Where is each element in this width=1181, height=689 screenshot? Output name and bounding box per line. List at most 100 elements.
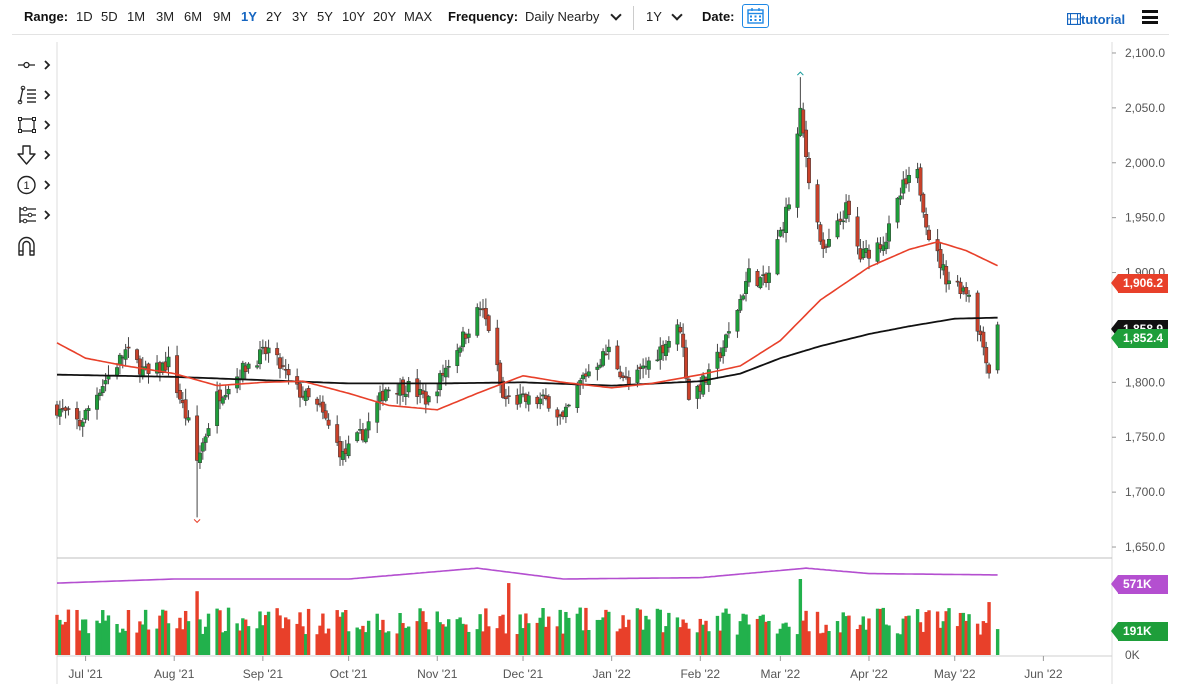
candle-body <box>784 206 789 233</box>
range-button-1y[interactable]: 1Y <box>241 9 257 24</box>
volume-bar <box>215 608 219 655</box>
candle-body <box>198 452 202 463</box>
volume-bar <box>481 631 485 655</box>
candle-body <box>298 383 302 398</box>
candle-body <box>363 429 368 443</box>
candle-body <box>921 193 926 213</box>
candle-body <box>738 299 743 311</box>
volume-bar <box>644 615 648 655</box>
range-button-1m[interactable]: 1M <box>127 9 146 24</box>
volume-bar <box>935 611 940 655</box>
candle-body <box>475 307 480 336</box>
candle-body <box>183 399 188 419</box>
volume-bar <box>146 629 151 655</box>
range-button-5d[interactable]: 5D <box>101 9 118 24</box>
number-marker-button[interactable]: 1 <box>16 174 56 196</box>
candle-body <box>984 347 989 364</box>
volume-bar <box>258 611 262 655</box>
hamburger-menu-icon[interactable] <box>1142 10 1158 24</box>
candle-body <box>804 129 809 157</box>
volume-average-line <box>56 567 998 584</box>
volume-bar <box>695 632 700 655</box>
volume-bar <box>438 622 442 655</box>
range-button-9m[interactable]: 9M <box>213 9 232 24</box>
candle-body <box>898 195 903 200</box>
volume-bar <box>907 615 911 655</box>
volume-bar <box>664 626 668 655</box>
volume-bar <box>735 634 740 655</box>
range-button-2y[interactable]: 2Y <box>266 9 282 24</box>
volume-bar <box>358 629 362 655</box>
range-button-3m[interactable]: 3M <box>156 9 175 24</box>
candle-body <box>907 175 911 183</box>
range-button-max[interactable]: MAX <box>404 9 433 24</box>
range-button-3y[interactable]: 3Y <box>292 9 308 24</box>
volume-bar <box>381 619 385 655</box>
volume-bar <box>601 617 605 655</box>
volume-bar <box>175 628 179 655</box>
range-button-5y[interactable]: 5Y <box>317 9 333 24</box>
volume-bar <box>178 617 182 655</box>
studies-list-button[interactable] <box>16 84 56 106</box>
candle-body <box>775 239 780 275</box>
volume-bar <box>321 613 325 655</box>
candle-body <box>100 386 105 394</box>
magnet-button[interactable] <box>16 234 56 256</box>
x-tick-label: May '22 <box>934 667 976 681</box>
period-dropdown[interactable]: 1Y <box>646 9 662 24</box>
fibonacci-tool-button[interactable] <box>16 204 56 226</box>
candle-body <box>678 326 683 333</box>
volume-bar <box>206 613 211 655</box>
candle-body <box>203 436 208 443</box>
arrow-tool-button[interactable] <box>16 144 56 166</box>
volume-bar <box>524 613 528 655</box>
volume-bar <box>115 624 119 655</box>
volume-bar <box>527 623 531 655</box>
volume-bar <box>878 608 883 655</box>
candle-body <box>981 331 986 348</box>
crosshair-tool-button[interactable] <box>16 54 56 76</box>
volume-bar <box>515 634 520 655</box>
candle-body <box>57 408 62 417</box>
candle-body <box>938 249 943 269</box>
range-button-6m[interactable]: 6M <box>184 9 203 24</box>
volume-bar <box>744 614 748 655</box>
candle-body <box>806 157 811 184</box>
volume-bar <box>364 632 368 655</box>
volume-bar <box>83 619 88 655</box>
candle-body <box>486 315 491 331</box>
candle-body <box>887 223 891 242</box>
date-picker-button[interactable] <box>742 4 769 28</box>
candle-body <box>326 419 331 426</box>
candle-body <box>666 340 671 348</box>
volume-bar <box>701 624 705 655</box>
volume-bar <box>406 626 411 655</box>
candle-body <box>827 238 831 247</box>
volume-bar <box>341 612 345 655</box>
volume-bar <box>475 629 479 655</box>
volume-bar <box>684 622 688 655</box>
volume-bar <box>941 621 946 655</box>
volume-bar <box>924 612 928 655</box>
candle-body <box>795 133 800 208</box>
range-button-10y[interactable]: 10Y <box>342 9 366 24</box>
range-button-1d[interactable]: 1D <box>76 9 93 24</box>
range-button-20y[interactable]: 20Y <box>373 9 397 24</box>
volume-bar <box>864 629 868 655</box>
candle-body <box>875 242 880 262</box>
volume-average-badge: 571K <box>1111 575 1168 594</box>
tutorial-link[interactable]: tutorial <box>1066 12 1125 27</box>
volume-bar <box>987 602 991 655</box>
candle-body <box>126 346 131 349</box>
volume-bar <box>867 618 871 655</box>
volume-bar <box>581 630 585 655</box>
rectangle-tool-button[interactable] <box>16 114 56 136</box>
candle-body <box>226 388 231 395</box>
volume-bar <box>544 626 548 655</box>
volume-bar <box>444 626 448 655</box>
volume-bar <box>441 624 445 655</box>
ma50-value-badge: 1,906.2 <box>1111 274 1168 293</box>
frequency-dropdown[interactable]: Daily Nearby <box>525 9 600 24</box>
volume-bar <box>106 615 111 655</box>
